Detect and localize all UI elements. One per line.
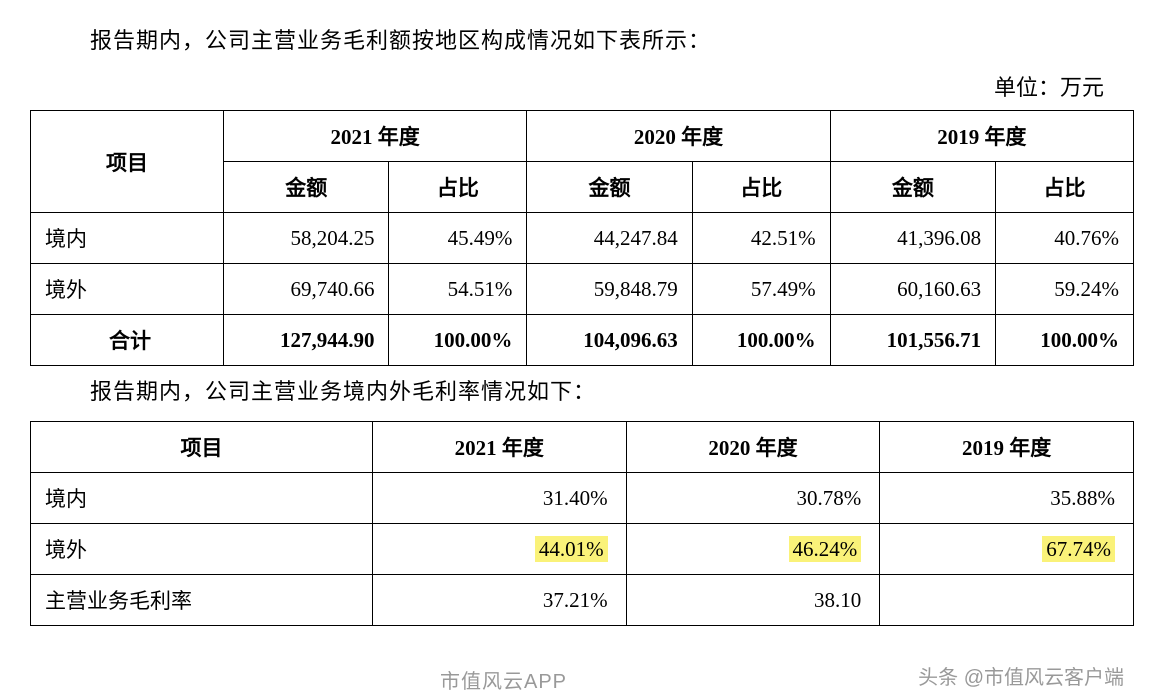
row-label: 境外 (31, 524, 373, 575)
col-2019: 2019 年度 (830, 111, 1133, 162)
col-amount: 金额 (224, 162, 389, 213)
table-row: 主营业务毛利率37.21%38.10 (31, 575, 1134, 626)
table-row: 境内31.40%30.78%35.88% (31, 473, 1134, 524)
table-row: 境外 44.01% 46.24% 67.74% (31, 524, 1134, 575)
table-total-row: 合计 127,944.90 100.00% 104,096.63 100.00%… (31, 315, 1134, 366)
cell: 127,944.90 (224, 315, 389, 366)
highlighted-value: 44.01% (535, 536, 608, 562)
intro-text-1: 报告期内，公司主营业务毛利额按地区构成情况如下表所示： (90, 23, 1134, 55)
table-header-row: 项目 2021 年度 2020 年度 2019 年度 (31, 111, 1134, 162)
col-ratio: 占比 (996, 162, 1134, 213)
cell: 59.24% (996, 264, 1134, 315)
cell: 46.24% (626, 524, 880, 575)
cell: 101,556.71 (830, 315, 995, 366)
col-2020: 2020 年度 (626, 422, 880, 473)
cell: 44,247.84 (527, 213, 692, 264)
col-2020: 2020 年度 (527, 111, 830, 162)
cell: 41,396.08 (830, 213, 995, 264)
cell: 37.21% (372, 575, 626, 626)
cell: 40.76% (996, 213, 1134, 264)
col-ratio: 占比 (692, 162, 830, 213)
row-label: 境内 (31, 473, 373, 524)
col-item: 项目 (31, 422, 373, 473)
highlighted-value: 67.74% (1042, 536, 1115, 562)
cell: 38.10 (626, 575, 880, 626)
col-2019: 2019 年度 (880, 422, 1134, 473)
table-header-row: 项目 2021 年度 2020 年度 2019 年度 (31, 422, 1134, 473)
cell: 100.00% (996, 315, 1134, 366)
cell: 100.00% (389, 315, 527, 366)
watermark-right: 头条 @市值风云客户端 (918, 661, 1124, 690)
gross-margin-table: 项目 2021 年度 2020 年度 2019 年度 境内31.40%30.78… (30, 421, 1134, 626)
row-label: 境内 (31, 213, 224, 264)
cell: 57.49% (692, 264, 830, 315)
gross-profit-by-region-table: 项目 2021 年度 2020 年度 2019 年度 金额 占比 金额 占比 金… (30, 110, 1134, 366)
cell: 67.74% (880, 524, 1134, 575)
col-2021: 2021 年度 (372, 422, 626, 473)
cell: 60,160.63 (830, 264, 995, 315)
cell: 44.01% (372, 524, 626, 575)
cell: 45.49% (389, 213, 527, 264)
cell (880, 575, 1134, 626)
row-label: 合计 (31, 315, 224, 366)
cell: 31.40% (372, 473, 626, 524)
table-row: 境外 69,740.66 54.51% 59,848.79 57.49% 60,… (31, 264, 1134, 315)
col-amount: 金额 (830, 162, 995, 213)
watermark-center: 市值风云APP (440, 665, 567, 694)
col-2021: 2021 年度 (224, 111, 527, 162)
cell: 42.51% (692, 213, 830, 264)
cell: 54.51% (389, 264, 527, 315)
cell: 100.00% (692, 315, 830, 366)
cell: 35.88% (880, 473, 1134, 524)
cell: 58,204.25 (224, 213, 389, 264)
cell: 104,096.63 (527, 315, 692, 366)
row-label: 境外 (31, 264, 224, 315)
unit-label: 单位：万元 (30, 70, 1104, 102)
table-row: 境内 58,204.25 45.49% 44,247.84 42.51% 41,… (31, 213, 1134, 264)
cell: 30.78% (626, 473, 880, 524)
cell: 69,740.66 (224, 264, 389, 315)
col-amount: 金额 (527, 162, 692, 213)
highlighted-value: 46.24% (789, 536, 862, 562)
col-item: 项目 (31, 111, 224, 213)
intro-text-2: 报告期内，公司主营业务境内外毛利率情况如下： (90, 374, 1134, 406)
row-label: 主营业务毛利率 (31, 575, 373, 626)
col-ratio: 占比 (389, 162, 527, 213)
cell: 59,848.79 (527, 264, 692, 315)
